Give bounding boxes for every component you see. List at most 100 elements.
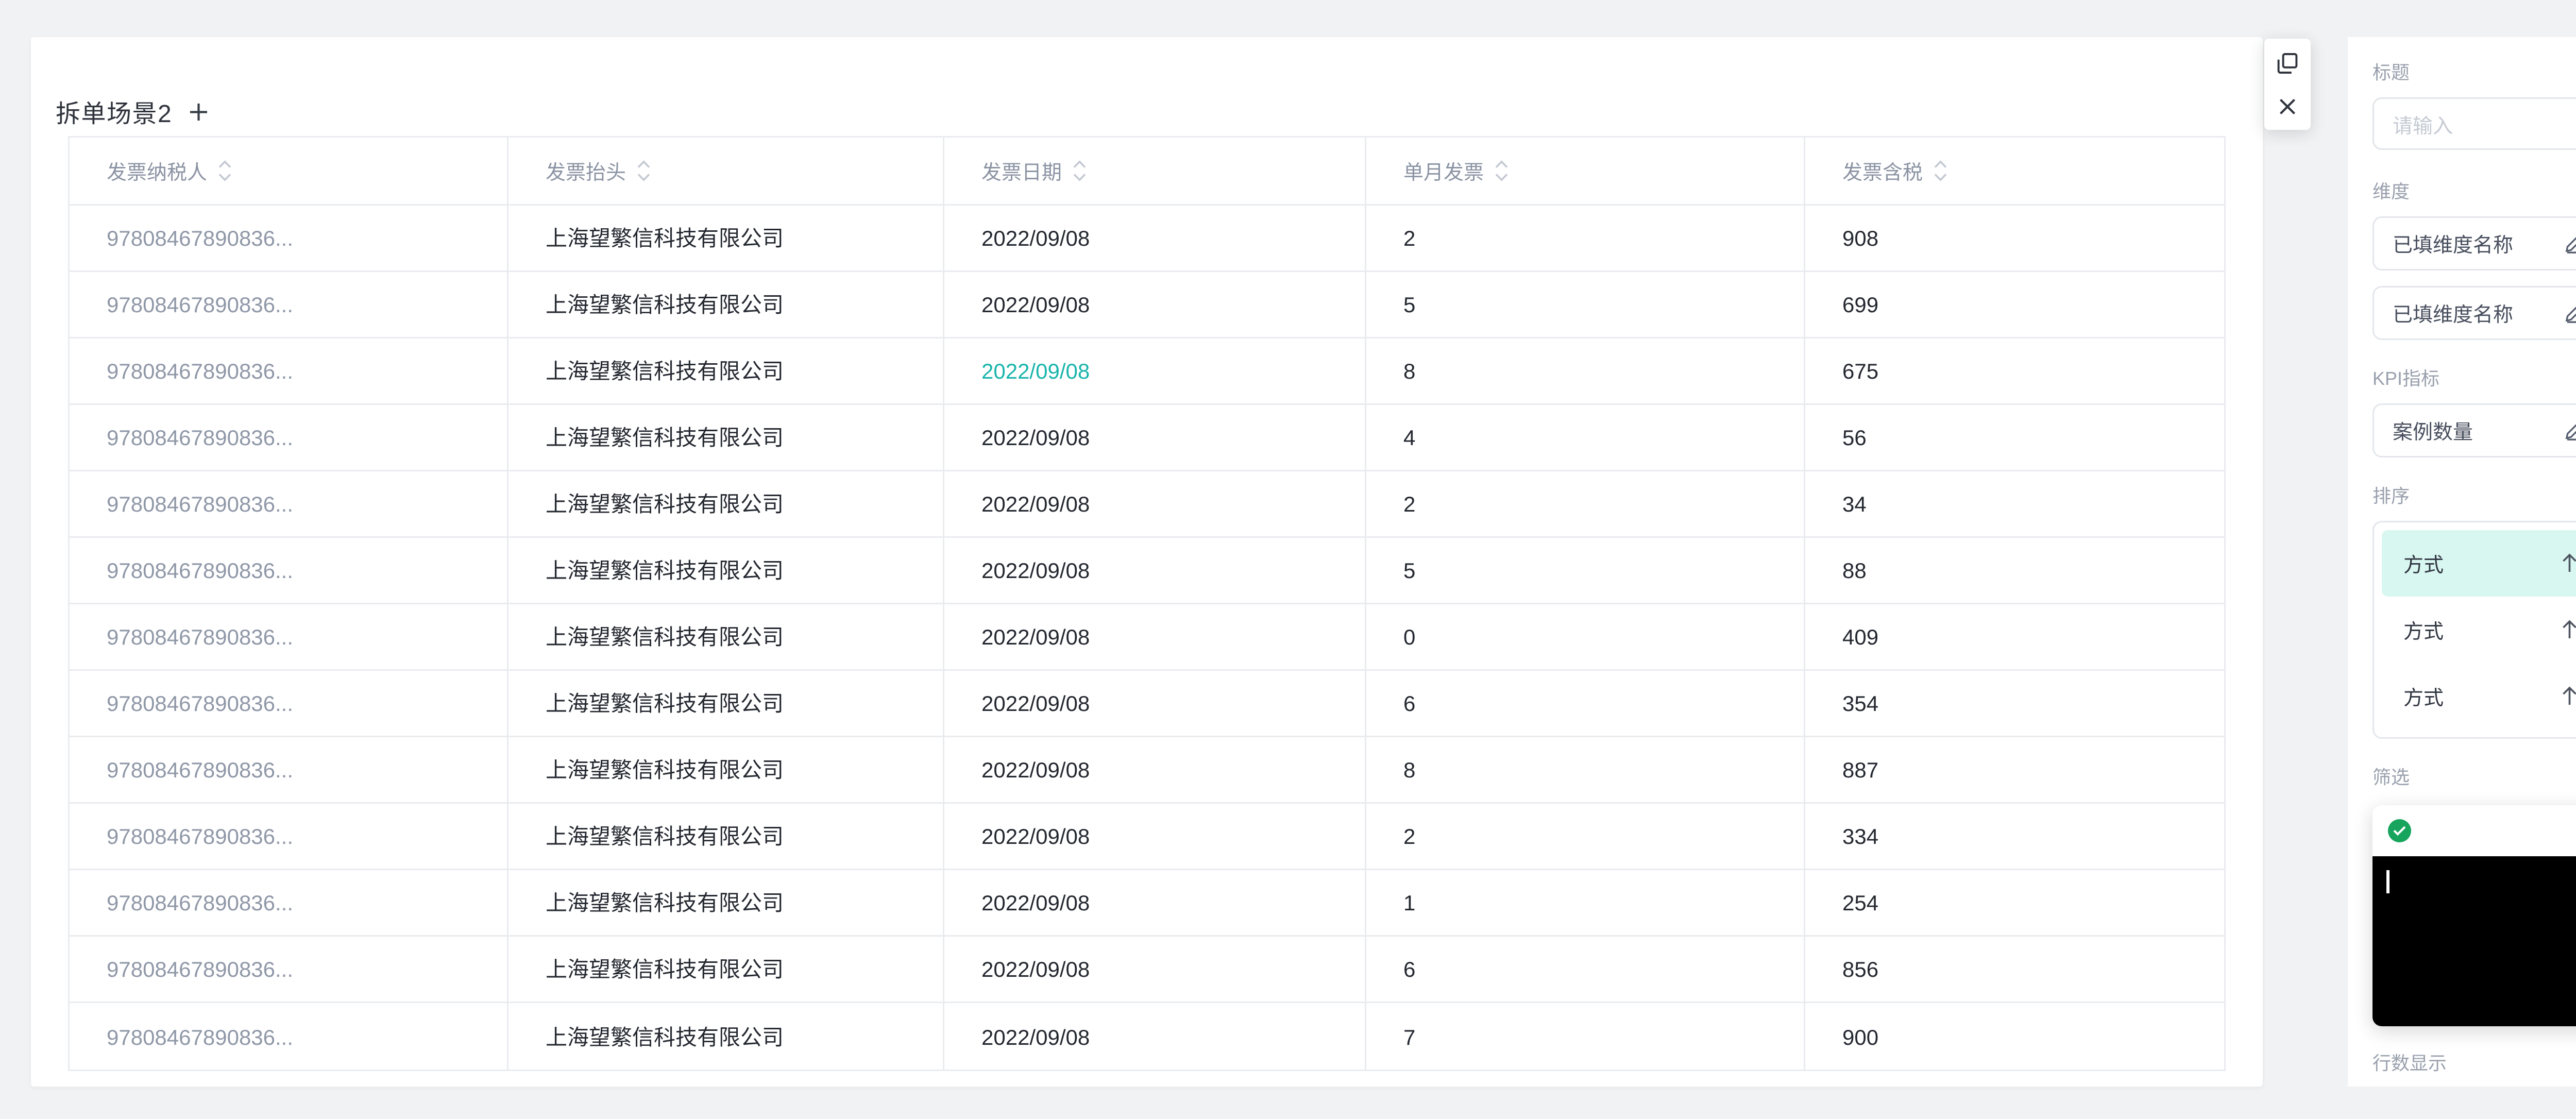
- column-header[interactable]: 发票纳税人: [70, 138, 509, 206]
- column-header-label: 发票抬头: [546, 161, 626, 184]
- column-header-label: 发票日期: [981, 161, 1062, 184]
- table-cell: 334: [1805, 804, 2224, 870]
- table-row: 97808467890836... 上海望繁信科技有限公司 2022/09/08 2 3…: [70, 804, 2224, 870]
- table-cell: 97808467890836...: [70, 206, 509, 272]
- table-cell: 97808467890836...: [70, 538, 509, 604]
- column-header-label: 发票纳税人: [107, 161, 208, 184]
- table-cell: 0: [1366, 604, 1805, 671]
- table-cell: 354: [1805, 671, 2224, 737]
- table-cell: 56: [1805, 405, 2224, 471]
- table-row: 97808467890836... 上海望繁信科技有限公司 2022/09/08 6 8…: [70, 937, 2224, 1003]
- text-cursor: [2386, 870, 2389, 893]
- table-cell: 908: [1805, 206, 2224, 272]
- table-cell: 2: [1366, 804, 1805, 870]
- view-card: 拆单场景2 发票纳税人 发票抬头 发票日期 单月发票 发票含税 978084678908…: [31, 37, 2263, 1087]
- table-cell: 34: [1805, 471, 2224, 538]
- table-cell: 上海望繁信科技有限公司: [509, 737, 944, 804]
- sort-carets-icon[interactable]: [1073, 159, 1087, 182]
- sort-section-label: 排序: [2372, 485, 2410, 507]
- table-cell: 97808467890836...: [70, 671, 509, 737]
- dimension-chip[interactable]: 已填维度名称: [2372, 216, 2576, 270]
- table-cell: 6: [1366, 937, 1805, 1003]
- edit-icon[interactable]: [2564, 233, 2576, 253]
- table-cell: 上海望繁信科技有限公司: [509, 804, 944, 870]
- sort-item[interactable]: 方式: [2382, 663, 2576, 730]
- rows-display-section-label: 行数显示: [2372, 1053, 2447, 1074]
- table-cell: 97808467890836...: [70, 870, 509, 937]
- sort-direction-icon[interactable]: [2561, 620, 2576, 640]
- sort-item[interactable]: 方式: [2382, 530, 2576, 597]
- table-cell: 上海望繁信科技有限公司: [509, 405, 944, 471]
- table-cell: 2022/09/08: [944, 471, 1366, 538]
- table-cell: 97808467890836...: [70, 804, 509, 870]
- column-header[interactable]: 发票抬头: [509, 138, 944, 206]
- sort-carets-icon[interactable]: [1495, 159, 1509, 182]
- close-icon[interactable]: [2278, 97, 2297, 116]
- table-row: 97808467890836... 上海望繁信科技有限公司 2022/09/08 4 5…: [70, 405, 2224, 471]
- table-cell: 97808467890836...: [70, 737, 509, 804]
- sort-direction-icon[interactable]: [2561, 553, 2576, 573]
- sort-carets-icon[interactable]: [637, 159, 651, 182]
- table-cell: 上海望繁信科技有限公司: [509, 604, 944, 671]
- table-cell: 上海望繁信科技有限公司: [509, 870, 944, 937]
- title-input[interactable]: 请输入: [2372, 97, 2576, 150]
- table-row: 97808467890836... 上海望繁信科技有限公司 2022/09/08 2 9…: [70, 206, 2224, 272]
- table-cell: 1: [1366, 870, 1805, 937]
- edit-icon[interactable]: [2564, 420, 2576, 440]
- sort-carets-icon[interactable]: [1934, 159, 1947, 182]
- table-cell: 2: [1366, 206, 1805, 272]
- table-cell: 97808467890836...: [70, 405, 509, 471]
- column-header[interactable]: 发票日期: [944, 138, 1366, 206]
- table-row: 97808467890836... 上海望繁信科技有限公司 2022/09/08 0 4…: [70, 604, 2224, 671]
- table-cell: 97808467890836...: [70, 1003, 509, 1070]
- table-cell: 8: [1366, 338, 1805, 405]
- sort-carets-icon[interactable]: [218, 159, 232, 182]
- table-cell: 88: [1805, 538, 2224, 604]
- table-cell: 900: [1842, 1024, 1879, 1049]
- table-cell: 上海望繁信科技有限公司: [509, 937, 944, 1003]
- dimension-chip-label: 已填维度名称: [2393, 233, 2514, 257]
- title-section-label: 标题: [2372, 62, 2410, 83]
- table-cell: 4: [1366, 405, 1805, 471]
- view-title: 拆单场景2: [56, 102, 173, 128]
- card-floating-toolbar: [2264, 39, 2311, 130]
- table-cell: 2022/09/08: [944, 538, 1366, 604]
- table-cell: 上海望繁信科技有限公司: [509, 471, 944, 538]
- table-cell: 上海望繁信科技有限公司: [509, 1003, 944, 1070]
- table-cell: 5: [1366, 272, 1805, 338]
- add-view-button[interactable]: [189, 101, 209, 122]
- table-cell: 2022/09/08: [944, 671, 1366, 737]
- table-cell: 2022/09/08: [944, 604, 1366, 671]
- sort-item-label: 方式: [2403, 620, 2444, 643]
- table-cell: 8: [1366, 737, 1805, 804]
- duplicate-icon[interactable]: [2277, 53, 2298, 74]
- sort-direction-icon[interactable]: [2561, 686, 2576, 706]
- table-header-row: 发票纳税人 发票抬头 发票日期 单月发票 发票含税: [70, 138, 2224, 206]
- sort-item-label: 方式: [2403, 686, 2444, 709]
- table-row: 97808467890836... 上海望繁信科技有限公司 2022/09/08 6 3…: [70, 671, 2224, 737]
- table-cell: 97808467890836...: [70, 272, 509, 338]
- table-cell: 2022/09/08: [944, 1003, 1366, 1070]
- table-row: 97808467890836... 上海望繁信科技有限公司 2022/09/08 2 3…: [70, 471, 2224, 538]
- sort-item[interactable]: 方式: [2382, 597, 2576, 663]
- sort-list: 方式 方式 方式: [2372, 521, 2576, 739]
- column-header[interactable]: 发票含税: [1805, 138, 2224, 206]
- table-cell: 2022/09/08: [944, 338, 1366, 405]
- edit-icon[interactable]: [2564, 303, 2576, 323]
- filter-code-editor[interactable]: [2372, 856, 2576, 1026]
- table-row: 97808467890836... 上海望繁信科技有限公司 2022/09/08 8 6…: [70, 338, 2224, 405]
- kpi-chip[interactable]: 案例数量: [2372, 403, 2576, 457]
- table-cell: 上海望繁信科技有限公司: [509, 338, 944, 405]
- table-cell: 856: [1805, 937, 2224, 1003]
- table-row: 97808467890836... 上海望繁信科技有限公司 2022/09/08 7 9…: [70, 1003, 2224, 1070]
- dimension-chip[interactable]: 已填维度名称: [2372, 286, 2576, 340]
- sort-item-label: 方式: [2403, 553, 2444, 577]
- table-cell: 2: [1366, 471, 1805, 538]
- table-cell: 409: [1805, 604, 2224, 671]
- table-body: 97808467890836... 上海望繁信科技有限公司 2022/09/08 2 9…: [70, 206, 2224, 1070]
- table-cell: 上海望繁信科技有限公司: [509, 272, 944, 338]
- table-cell: 97808467890836...: [70, 471, 509, 538]
- column-header[interactable]: 单月发票: [1366, 138, 1805, 206]
- table-cell: 上海望繁信科技有限公司: [509, 538, 944, 604]
